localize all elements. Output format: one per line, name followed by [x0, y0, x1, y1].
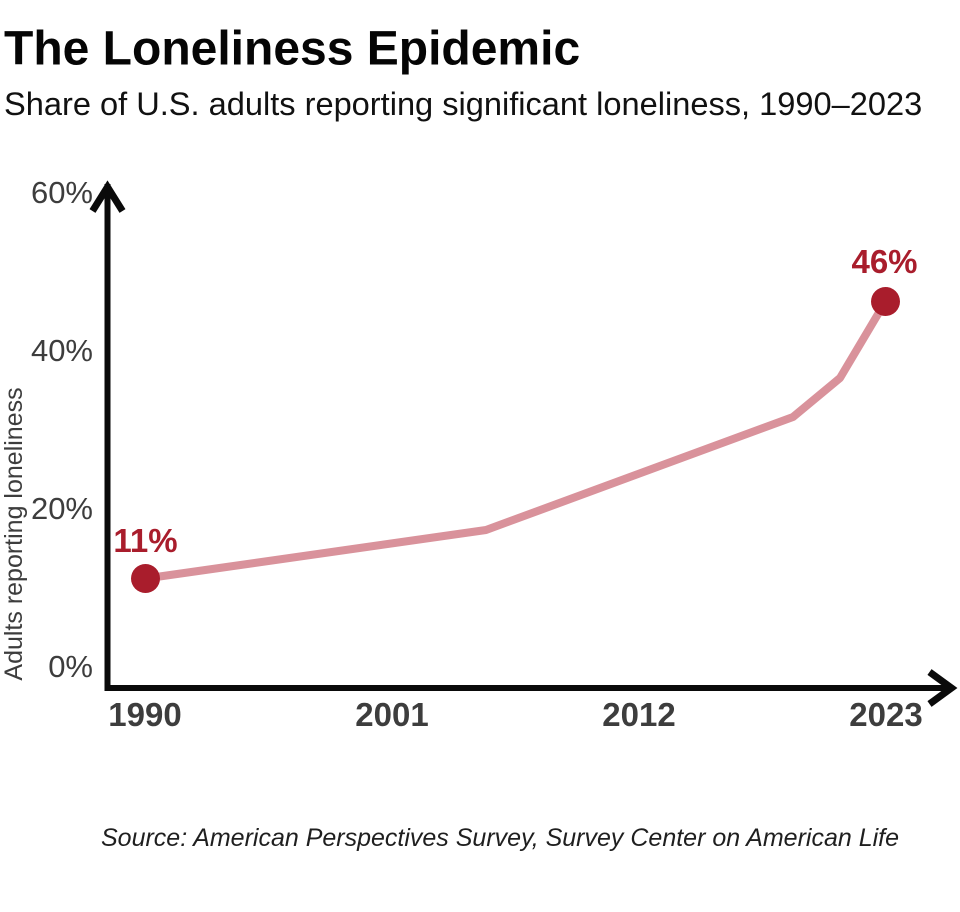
svg-text:Source: American Perspectives: Source: American Perspectives Survey, Su… [101, 824, 899, 852]
svg-text:40%: 40% [31, 333, 93, 368]
svg-text:46%: 46% [851, 243, 917, 280]
svg-text:Share of U.S. adults reporting: Share of U.S. adults reporting significa… [4, 85, 922, 122]
svg-text:Adults reporting loneliness: Adults reporting loneliness [0, 387, 28, 680]
svg-text:The Loneliness Epidemic: The Loneliness Epidemic [4, 23, 580, 76]
svg-text:20%: 20% [31, 491, 93, 526]
svg-text:2023: 2023 [849, 696, 922, 733]
svg-text:60%: 60% [31, 175, 93, 210]
svg-text:0%: 0% [48, 649, 93, 684]
svg-text:11%: 11% [113, 522, 177, 559]
svg-text:1990: 1990 [108, 696, 181, 733]
svg-text:2012: 2012 [602, 696, 675, 733]
svg-text:2001: 2001 [355, 696, 428, 733]
